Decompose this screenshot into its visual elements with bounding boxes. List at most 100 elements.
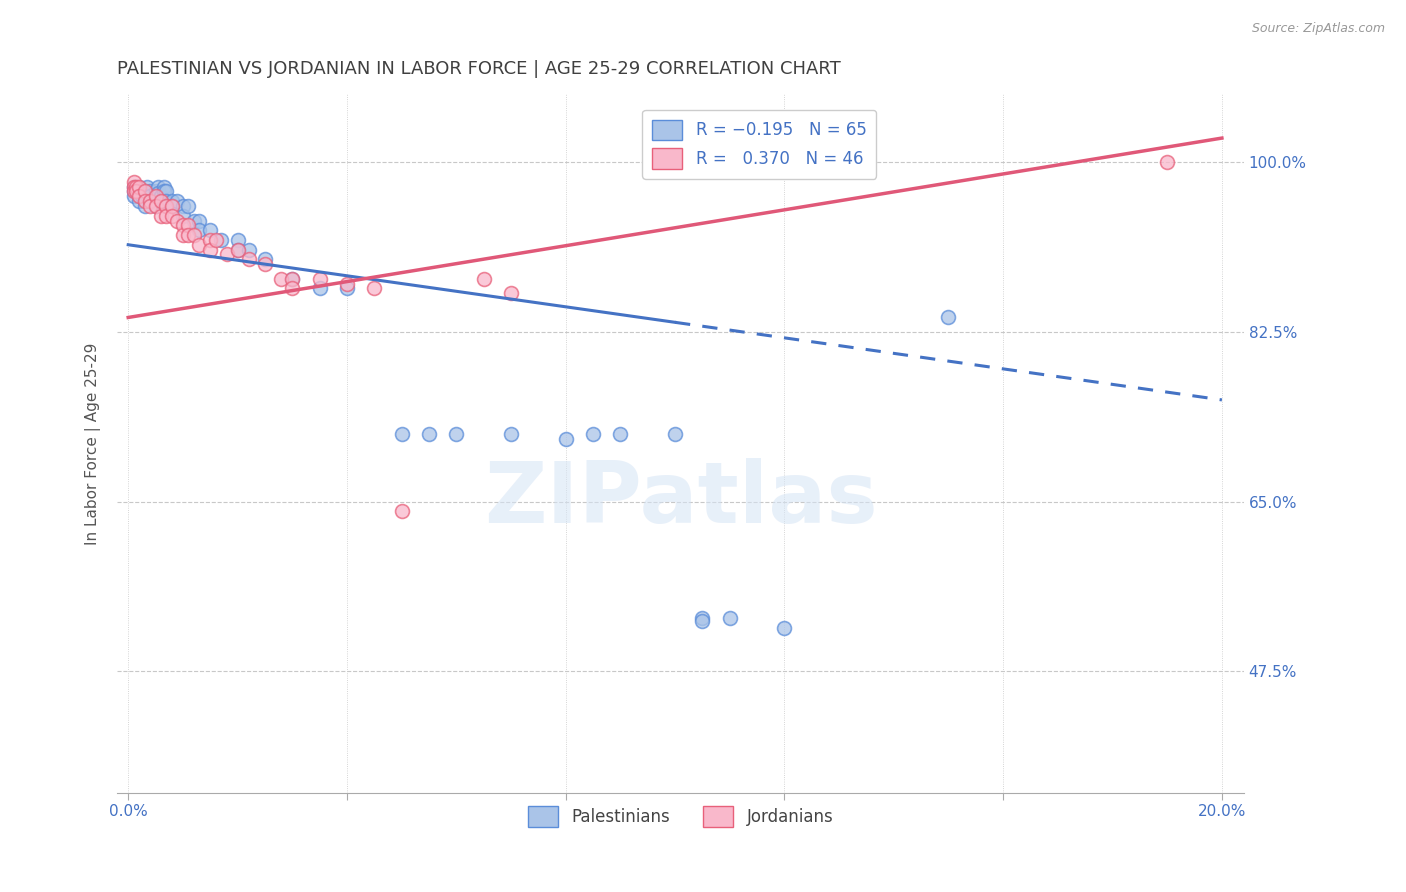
- Point: [150, 189, 173, 203]
- Point: [270, 271, 292, 285]
- Point: [472, 271, 495, 285]
- Point: [125, 185, 148, 199]
- Point: [136, 189, 159, 203]
- Point: [692, 611, 714, 625]
- Point: [253, 252, 276, 267]
- Point: [238, 252, 260, 267]
- Point: [122, 175, 145, 189]
- Point: [131, 185, 153, 199]
- Point: [446, 426, 468, 441]
- Point: [253, 257, 276, 271]
- Point: [609, 426, 631, 441]
- Point: [209, 233, 232, 247]
- Point: [122, 189, 145, 203]
- Point: [172, 199, 194, 213]
- Point: [150, 194, 173, 208]
- Point: [172, 209, 194, 223]
- Point: [134, 185, 156, 199]
- Point: [160, 199, 183, 213]
- Text: ZIPatlas: ZIPatlas: [484, 458, 877, 541]
- Point: [188, 213, 211, 227]
- Point: [172, 219, 194, 233]
- Point: [718, 611, 741, 625]
- Point: [160, 194, 183, 208]
- Point: [145, 199, 167, 213]
- Point: [160, 199, 183, 213]
- Point: [125, 179, 148, 194]
- Point: [125, 179, 148, 194]
- Point: [131, 189, 153, 203]
- Point: [200, 223, 222, 237]
- Point: [166, 194, 188, 208]
- Legend: Palestinians, Jordanians: Palestinians, Jordanians: [522, 799, 839, 833]
- Point: [499, 286, 522, 301]
- Point: [692, 614, 714, 628]
- Point: [177, 228, 200, 243]
- Point: [122, 185, 145, 199]
- Point: [134, 185, 156, 199]
- Point: [155, 194, 177, 208]
- Point: [128, 194, 150, 208]
- Point: [336, 277, 359, 291]
- Point: [155, 199, 177, 213]
- Point: [391, 426, 413, 441]
- Point: [145, 189, 167, 203]
- Point: [238, 243, 260, 257]
- Point: [125, 185, 148, 199]
- Point: [172, 228, 194, 243]
- Point: [148, 179, 170, 194]
- Point: [188, 223, 211, 237]
- Point: [139, 194, 162, 208]
- Point: [200, 243, 222, 257]
- Text: PALESTINIAN VS JORDANIAN IN LABOR FORCE | AGE 25-29 CORRELATION CHART: PALESTINIAN VS JORDANIAN IN LABOR FORCE …: [117, 60, 841, 78]
- Point: [160, 209, 183, 223]
- Point: [145, 199, 167, 213]
- Point: [166, 213, 188, 227]
- Point: [281, 271, 304, 285]
- Point: [226, 243, 249, 257]
- Point: [183, 213, 205, 227]
- Point: [139, 189, 162, 203]
- Point: [134, 194, 156, 208]
- Point: [152, 194, 174, 208]
- Point: [582, 426, 605, 441]
- Point: [336, 281, 359, 295]
- Point: [142, 194, 165, 208]
- Text: Source: ZipAtlas.com: Source: ZipAtlas.com: [1251, 22, 1385, 36]
- Point: [215, 247, 238, 261]
- Point: [122, 179, 145, 194]
- Point: [281, 281, 304, 295]
- Point: [226, 233, 249, 247]
- Point: [145, 189, 167, 203]
- Point: [155, 209, 177, 223]
- Point: [139, 194, 162, 208]
- Point: [128, 179, 150, 194]
- Point: [128, 189, 150, 203]
- Point: [139, 185, 162, 199]
- Point: [152, 179, 174, 194]
- Point: [308, 271, 330, 285]
- Point: [134, 189, 156, 203]
- Point: [226, 243, 249, 257]
- Point: [418, 426, 440, 441]
- Point: [148, 186, 170, 201]
- Point: [122, 185, 145, 199]
- Point: [150, 209, 173, 223]
- Point: [177, 199, 200, 213]
- Point: [128, 179, 150, 194]
- Point: [150, 194, 173, 208]
- Point: [177, 219, 200, 233]
- Point: [139, 199, 162, 213]
- Point: [200, 233, 222, 247]
- Point: [134, 199, 156, 213]
- Point: [134, 194, 156, 208]
- Point: [1156, 155, 1178, 169]
- Point: [183, 228, 205, 243]
- Y-axis label: In Labor Force | Age 25-29: In Labor Force | Age 25-29: [86, 343, 101, 545]
- Point: [155, 185, 177, 199]
- Point: [188, 237, 211, 252]
- Point: [938, 310, 960, 325]
- Point: [204, 233, 226, 247]
- Point: [363, 281, 385, 295]
- Point: [145, 185, 167, 199]
